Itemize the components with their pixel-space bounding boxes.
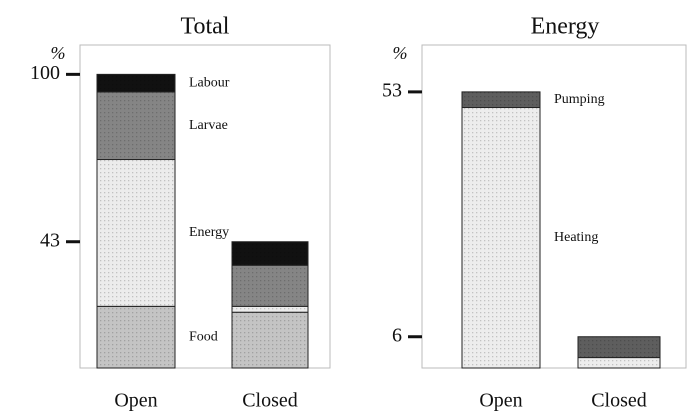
x-tick-label: Open xyxy=(114,390,157,412)
segment-label: Labour xyxy=(189,75,230,90)
bar-texture xyxy=(232,241,308,266)
y-tick-label: 6 xyxy=(392,324,402,346)
bar-texture xyxy=(232,312,308,368)
x-tick-label: Closed xyxy=(242,390,298,412)
segment-label: Heating xyxy=(554,230,598,245)
bar-texture xyxy=(232,265,308,307)
bar-texture xyxy=(462,107,540,369)
y-unit-label: % xyxy=(51,43,66,63)
segment-label: Pumping xyxy=(554,92,605,107)
x-tick-label: Closed xyxy=(591,390,647,412)
plot-frame xyxy=(421,44,687,369)
bar-texture xyxy=(97,91,175,160)
plot-frame xyxy=(79,44,331,369)
bar-texture xyxy=(578,357,660,368)
y-unit-label: % xyxy=(393,43,408,63)
chart-title: Energy xyxy=(531,14,600,40)
segment-label: Larvae xyxy=(189,118,228,133)
segment-label: Energy xyxy=(189,225,229,240)
y-tick-label: 100 xyxy=(30,62,60,84)
bar-texture xyxy=(462,91,540,108)
y-tick-label: 43 xyxy=(40,229,60,251)
segment-label: Food xyxy=(189,329,218,344)
bar-texture xyxy=(97,159,175,307)
chart-title: Total xyxy=(181,14,230,40)
y-tick-label: 53 xyxy=(382,79,402,101)
bar-texture xyxy=(232,306,308,313)
bar-texture xyxy=(97,306,175,368)
bar-texture xyxy=(97,74,175,92)
bar-texture xyxy=(578,336,660,358)
x-tick-label: Open xyxy=(479,390,522,412)
